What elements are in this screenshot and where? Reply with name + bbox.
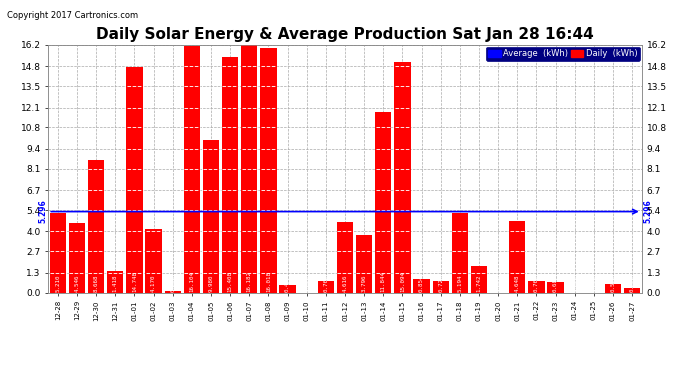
Text: 5.296: 5.296: [39, 200, 48, 223]
Text: 0.000: 0.000: [572, 274, 578, 292]
Title: Daily Solar Energy & Average Production Sat Jan 28 16:44: Daily Solar Energy & Average Production …: [96, 27, 594, 42]
Legend: Average  (kWh), Daily  (kWh): Average (kWh), Daily (kWh): [486, 46, 640, 61]
Text: 5.296: 5.296: [644, 200, 653, 223]
Bar: [203, 140, 219, 292]
Bar: [222, 57, 238, 292]
Bar: [605, 284, 621, 292]
Text: 4.170: 4.170: [151, 274, 156, 292]
Text: 9.980: 9.980: [208, 274, 213, 292]
Bar: [107, 271, 124, 292]
Bar: [165, 291, 181, 292]
Bar: [241, 45, 257, 292]
Bar: [624, 288, 640, 292]
Text: 4.616: 4.616: [342, 274, 348, 292]
Text: 0.116: 0.116: [170, 274, 175, 292]
Text: 0.768: 0.768: [324, 274, 328, 292]
Text: 0.724: 0.724: [438, 274, 443, 292]
Bar: [317, 281, 334, 292]
Text: 0.000: 0.000: [495, 274, 501, 292]
Text: 16.018: 16.018: [266, 271, 271, 292]
Text: 15.094: 15.094: [400, 271, 405, 292]
Text: 14.748: 14.748: [132, 271, 137, 292]
Text: 15.408: 15.408: [228, 271, 233, 292]
Bar: [433, 282, 449, 292]
Text: 0.760: 0.760: [534, 274, 539, 292]
Text: 0.000: 0.000: [591, 274, 596, 292]
Bar: [471, 266, 487, 292]
Text: 0.000: 0.000: [304, 274, 309, 292]
Bar: [529, 281, 544, 292]
Text: 16.104: 16.104: [189, 271, 195, 292]
Text: 16.182: 16.182: [247, 271, 252, 292]
Bar: [279, 285, 296, 292]
Text: 3.796: 3.796: [362, 274, 366, 292]
Text: 0.484: 0.484: [285, 274, 290, 292]
Bar: [394, 62, 411, 292]
Text: 0.588: 0.588: [611, 274, 615, 292]
Text: 8.668: 8.668: [94, 274, 99, 292]
Bar: [509, 222, 525, 292]
Bar: [50, 213, 66, 292]
Text: 0.688: 0.688: [553, 274, 558, 292]
Bar: [413, 279, 430, 292]
Text: 0.854: 0.854: [419, 274, 424, 292]
Bar: [126, 67, 143, 292]
Text: Copyright 2017 Cartronics.com: Copyright 2017 Cartronics.com: [7, 11, 138, 20]
Bar: [184, 46, 200, 292]
Bar: [547, 282, 564, 292]
Text: 1.742: 1.742: [477, 274, 482, 292]
Text: 5.194: 5.194: [457, 274, 462, 292]
Text: 5.210: 5.210: [55, 274, 60, 292]
Bar: [375, 111, 391, 292]
Bar: [146, 229, 161, 292]
Bar: [337, 222, 353, 292]
Bar: [452, 213, 468, 292]
Text: 4.648: 4.648: [515, 274, 520, 292]
Bar: [260, 48, 277, 292]
Bar: [88, 160, 104, 292]
Text: 11.844: 11.844: [381, 271, 386, 292]
Bar: [69, 223, 85, 292]
Bar: [356, 234, 373, 292]
Text: 4.546: 4.546: [75, 274, 79, 292]
Text: 1.418: 1.418: [112, 274, 118, 292]
Text: 0.296: 0.296: [630, 274, 635, 292]
